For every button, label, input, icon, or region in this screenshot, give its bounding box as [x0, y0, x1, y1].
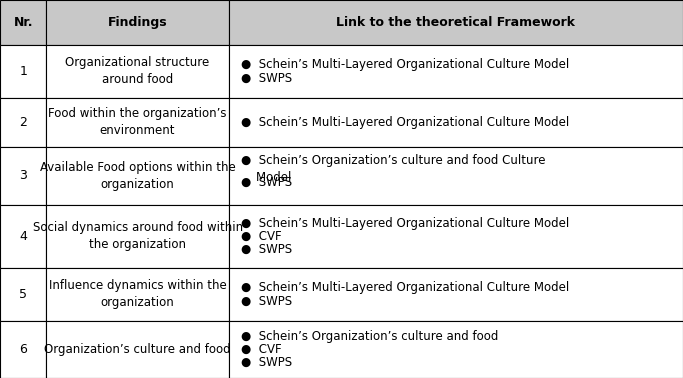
Text: Available Food options within the
organization: Available Food options within the organi… [40, 161, 236, 191]
Text: ●  Schein’s Multi-Layered Organizational Culture Model: ● Schein’s Multi-Layered Organizational … [241, 116, 570, 129]
Text: 2: 2 [19, 116, 27, 129]
Bar [229, 147, 683, 205]
Bar [46, 98, 229, 147]
Bar [46, 45, 229, 98]
Text: ●  Schein’s Organization’s culture and food: ● Schein’s Organization’s culture and fo… [241, 330, 499, 343]
Text: ●  CVF: ● CVF [241, 343, 281, 356]
Text: 4: 4 [19, 230, 27, 243]
Text: ●  Schein’s Organization’s culture and food Culture
    Model: ● Schein’s Organization’s culture and fo… [241, 154, 546, 184]
Bar [0, 147, 46, 205]
Text: ●  SWPS: ● SWPS [241, 71, 292, 85]
Text: Nr.: Nr. [14, 16, 33, 29]
Bar [229, 0, 683, 45]
Text: 5: 5 [19, 288, 27, 301]
Text: ●  SWPS: ● SWPS [241, 356, 292, 369]
Bar [229, 268, 683, 321]
Bar [46, 147, 229, 205]
Bar [46, 205, 229, 268]
Bar [229, 205, 683, 268]
Text: Influence dynamics within the
organization: Influence dynamics within the organizati… [48, 279, 227, 310]
Bar [0, 0, 46, 45]
Bar [229, 98, 683, 147]
Text: 3: 3 [19, 169, 27, 183]
Bar [46, 0, 229, 45]
Bar [0, 45, 46, 98]
Bar [229, 321, 683, 378]
Text: Food within the organization’s
environment: Food within the organization’s environme… [48, 107, 227, 138]
Text: Organization’s culture and food: Organization’s culture and food [44, 343, 231, 356]
Bar [0, 205, 46, 268]
Bar [46, 321, 229, 378]
Text: ●  SWPS: ● SWPS [241, 294, 292, 308]
Text: 6: 6 [19, 343, 27, 356]
Bar [229, 45, 683, 98]
Text: Findings: Findings [108, 16, 167, 29]
Bar [46, 268, 229, 321]
Text: 1: 1 [19, 65, 27, 78]
Text: ●  CVF: ● CVF [241, 230, 281, 243]
Text: ●  SWPS: ● SWPS [241, 243, 292, 256]
Text: Social dynamics around food within
the organization: Social dynamics around food within the o… [33, 222, 242, 251]
Bar [0, 321, 46, 378]
Text: ●  SWPS: ● SWPS [241, 176, 292, 189]
Bar [0, 98, 46, 147]
Text: ●  Schein’s Multi-Layered Organizational Culture Model: ● Schein’s Multi-Layered Organizational … [241, 58, 570, 71]
Text: Organizational structure
around food: Organizational structure around food [66, 56, 210, 87]
Bar [0, 268, 46, 321]
Text: Link to the theoretical Framework: Link to the theoretical Framework [337, 16, 575, 29]
Text: ●  Schein’s Multi-Layered Organizational Culture Model: ● Schein’s Multi-Layered Organizational … [241, 281, 570, 294]
Text: ●  Schein’s Multi-Layered Organizational Culture Model: ● Schein’s Multi-Layered Organizational … [241, 217, 570, 230]
